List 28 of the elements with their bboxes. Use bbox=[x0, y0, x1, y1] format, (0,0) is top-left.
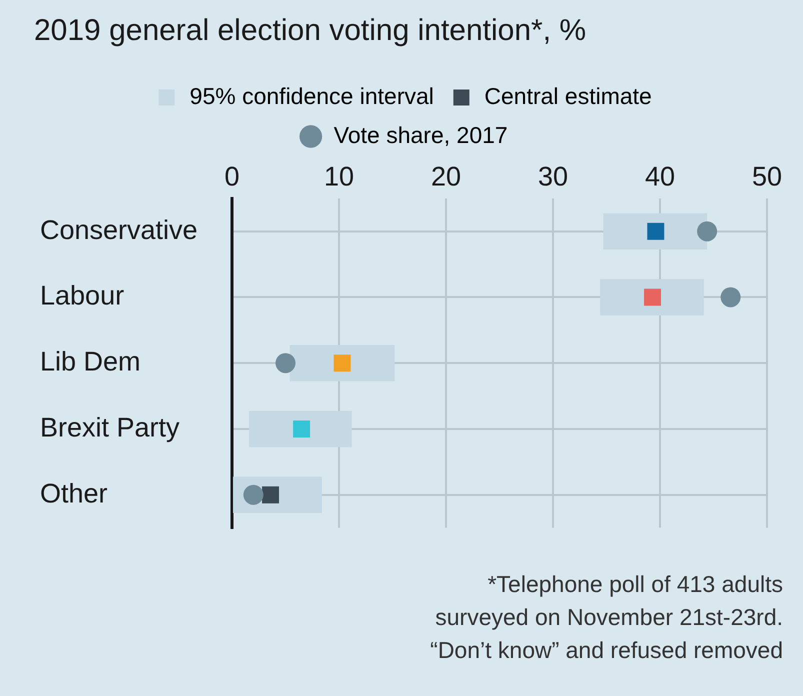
point bbox=[243, 484, 264, 505]
point bbox=[644, 288, 661, 306]
point bbox=[262, 486, 280, 504]
y-tick-label: Lib Dem bbox=[40, 346, 141, 377]
point bbox=[647, 222, 664, 240]
y-tick-label: Other bbox=[40, 478, 108, 508]
point bbox=[697, 221, 718, 242]
text: *Telephone poll of 413 adults surveyed on November 21st-23rd. “Don’t know” and refused removed bbox=[430, 570, 783, 665]
x-tick-label: 50 bbox=[752, 162, 782, 192]
y-tick-label: Conservative bbox=[40, 214, 198, 245]
y-tick-label: Labour bbox=[40, 280, 124, 311]
chart-title: 2019 general election voting intention*, % bbox=[34, 14, 586, 48]
y-tick-label: Brexit Party bbox=[40, 412, 180, 442]
legend-label: Vote share, 2017 bbox=[334, 122, 508, 148]
bar bbox=[249, 410, 352, 448]
bar bbox=[600, 279, 704, 316]
legend-label: Central estimate bbox=[484, 82, 652, 109]
x-tick-label: 40 bbox=[644, 162, 676, 192]
x-tick-label: 10 bbox=[324, 162, 354, 192]
x-tick-label: 20 bbox=[430, 162, 462, 192]
point bbox=[276, 353, 296, 374]
point bbox=[293, 420, 310, 438]
legend-label: 95% confidence interval bbox=[190, 82, 434, 109]
point bbox=[720, 287, 741, 308]
x-tick-label: 30 bbox=[538, 162, 568, 192]
x-tick-label: 0 bbox=[224, 162, 240, 192]
point bbox=[334, 354, 351, 372]
bar bbox=[290, 344, 395, 382]
